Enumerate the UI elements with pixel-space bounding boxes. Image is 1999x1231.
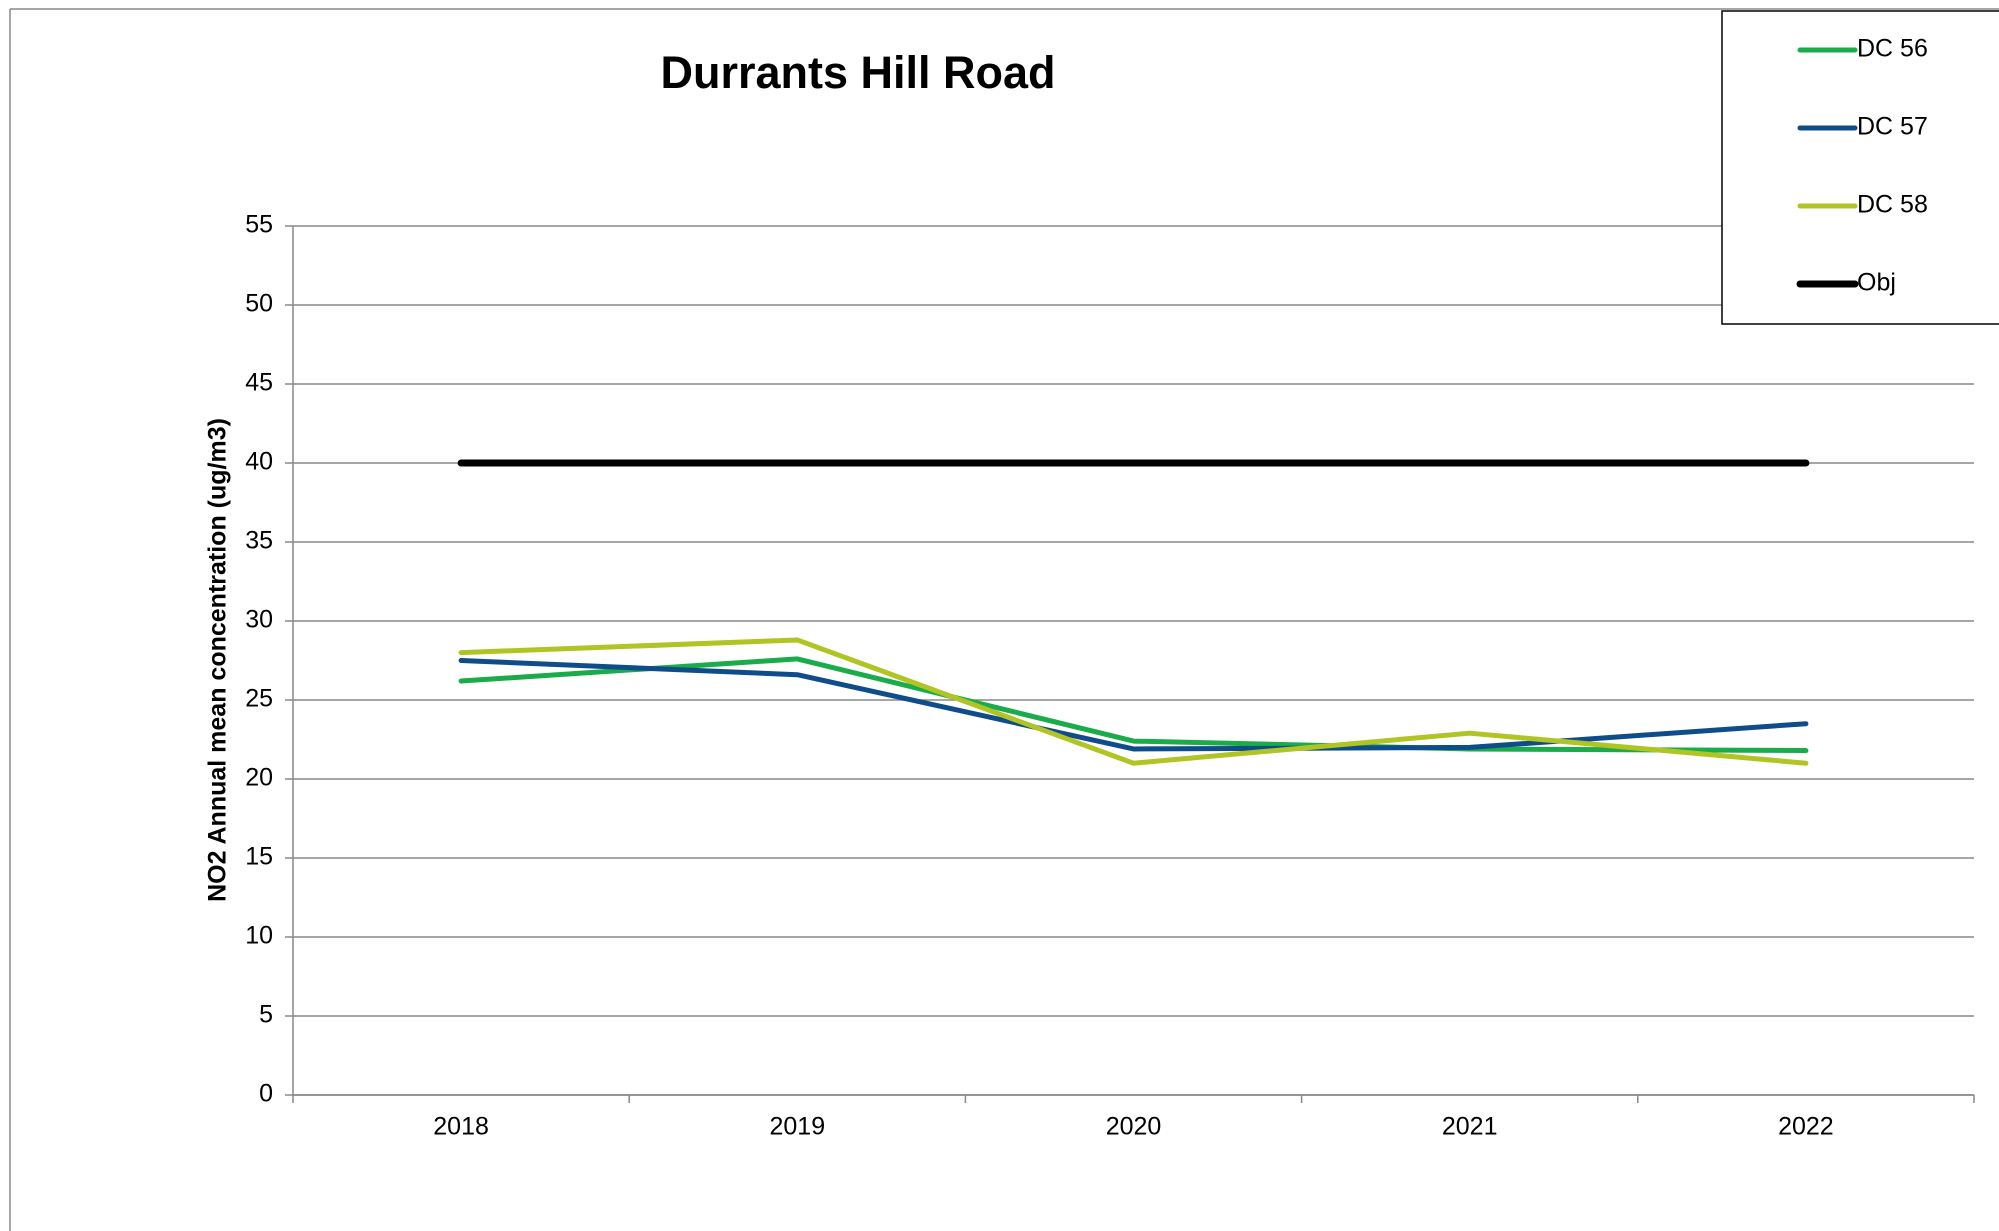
y-tick-label: 0 xyxy=(259,1080,273,1108)
y-tick-label: 50 xyxy=(245,290,273,318)
chart-title: Durrants Hill Road xyxy=(660,47,1055,98)
legend-label: DC 58 xyxy=(1857,191,1928,219)
x-tick-label: 2020 xyxy=(1106,1113,1162,1141)
y-tick-label: 20 xyxy=(245,764,273,792)
y-tick-label: 45 xyxy=(245,369,273,397)
legend-label: DC 56 xyxy=(1857,35,1928,63)
series-line xyxy=(458,658,1809,752)
legend-label: Obj xyxy=(1857,269,1896,297)
y-tick-label: 55 xyxy=(245,211,273,239)
legend-label: DC 57 xyxy=(1857,113,1928,141)
x-tick-label: 2018 xyxy=(433,1113,489,1141)
y-tick-label: 30 xyxy=(245,606,273,634)
x-tick-label: 2019 xyxy=(769,1113,825,1141)
x-tick-label: 2022 xyxy=(1778,1113,1834,1141)
legend-box xyxy=(1721,10,1999,325)
y-axis-label: NO2 Annual mean concentration (ug/m3) xyxy=(204,418,232,902)
y-tick-label: 15 xyxy=(245,843,273,871)
x-tick-label: 2021 xyxy=(1442,1113,1498,1141)
y-tick-label: 40 xyxy=(245,448,273,476)
series-line xyxy=(458,637,1809,766)
y-tick-label: 5 xyxy=(259,1001,273,1029)
y-tick-label: 25 xyxy=(245,685,273,713)
y-tick-label: 35 xyxy=(245,527,273,555)
series-line xyxy=(458,656,1809,754)
y-tick-label: 10 xyxy=(245,922,273,950)
